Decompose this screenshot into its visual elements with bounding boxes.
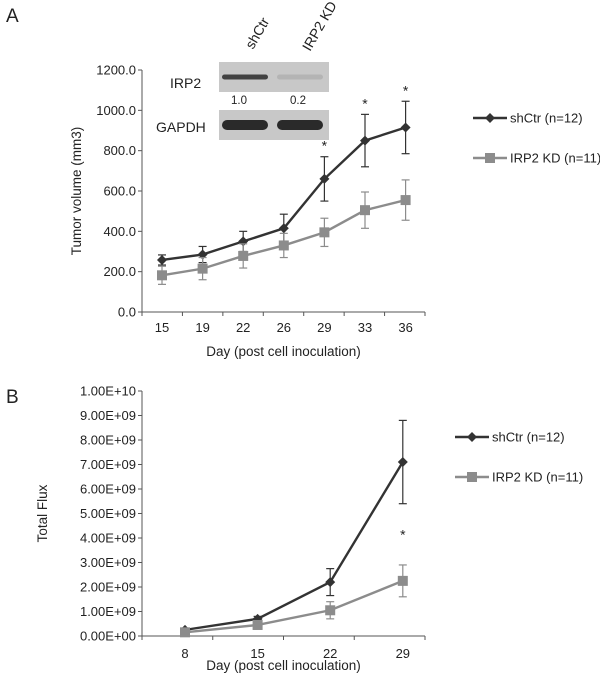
blot-label-irp2: IRP2 [170,75,201,91]
chart-a-y-axis-label: Tumor volume (mm3) [69,127,84,256]
chart-b-axes: 0.00E+00 1.00E+09 2.00E+09 3.00E+09 4.00E+09… [80,384,426,661]
chartA-x-tick-label: 26 [277,320,291,335]
chartB-y-tick-label: 9.00E+09 [80,408,136,423]
significance-star: * [403,82,409,98]
data-point [360,135,370,146]
chartB-x-tick-label: 8 [181,646,188,661]
data-point [400,122,411,133]
chart-b-total-flux: 0.00E+00 1.00E+09 2.00E+09 3.00E+09 4.00E+09… [35,384,583,674]
chartA-y-tick-label: 600.0 [103,184,136,199]
blot-band [277,120,323,130]
chart-a-axes: 0.0 200.0 400.0 600.0 800.0 1000.0 1200.0 15 19 2… [96,63,426,335]
chart-b-series: * [180,419,408,638]
chartB-y-tick-label: 2.00E+09 [80,580,136,595]
chart-a-series: * * * [157,82,411,285]
chartA-x-tick-label: 22 [236,320,250,335]
chartA-x-tick-label: 19 [195,320,209,335]
series-line [184,579,404,634]
chartB-x-tick-label: 29 [396,646,410,661]
chart-a-x-axis-label: Day (post cell inoculation) [206,344,361,359]
chartA-y-tick-label: 200.0 [103,264,136,279]
data-point [252,619,263,630]
panel-a-letter: A [6,6,19,27]
chartA-x-tick-label: 36 [398,320,412,335]
blot-quant-shctr: 1.0 [231,95,247,107]
chartB-y-tick-label: 0.00E+00 [80,629,136,644]
chart-a-legend: shCtr (n=12) IRP2 KD (n=11) [473,111,600,166]
data-point [157,270,167,281]
series-irp2kd [180,564,408,638]
legend-label: shCtr (n=12) [492,430,565,445]
chartB-y-tick-label: 5.00E+09 [80,506,136,521]
blot-band [222,120,268,130]
data-point [319,227,330,238]
significance-star: * [362,95,368,111]
chartB-y-tick-label: 4.00E+09 [80,531,136,546]
panel-b-letter: B [6,387,19,408]
chartB-y-tick-label: 3.00E+09 [80,555,136,570]
legend-label: IRP2 KD (n=11) [510,151,600,166]
chart-a-tumor-volume: 0.0 200.0 400.0 600.0 800.0 1000.0 1200.0 15 19 2… [69,63,600,360]
chartB-y-tick-label: 6.00E+09 [80,482,136,497]
chartA-y-tick-label: 1200.0 [96,63,136,78]
chartA-y-tick-label: 0.0 [118,305,136,320]
chartA-y-tick-label: 800.0 [103,143,136,158]
data-point [278,223,289,234]
significance-star: * [400,526,406,542]
blot-bands [222,74,323,130]
chartA-y-tick-label: 1000.0 [96,103,136,118]
chartA-x-tick-label: 15 [155,320,169,335]
legend-marker [485,153,495,163]
series-line [184,461,404,632]
series-shctr [180,419,408,635]
data-point [360,205,370,216]
blot-label-gapdh: GAPDH [156,119,206,135]
data-point [180,627,190,638]
lane-label-irp2kd: IRP2 KD [299,0,340,54]
blot-band [222,74,268,80]
chart-b-legend: shCtr (n=12) IRP2 KD (n=11) [455,430,583,485]
legend-marker [485,113,495,123]
chartB-y-tick-label: 1.00E+10 [80,384,136,399]
data-point [325,577,336,588]
data-point [397,457,408,468]
western-blot-inset: shCtr IRP2 KD IRP2 GAPDH 1.0 0.2 [156,0,340,140]
chartA-x-tick-label: 29 [317,320,331,335]
data-point [400,195,411,206]
data-point [319,173,330,184]
legend-marker [467,472,477,482]
data-point [397,575,408,586]
lane-label-shctr: shCtr [242,14,273,51]
data-point [325,605,336,616]
chartA-x-tick-label: 33 [358,320,372,335]
blot-quant-irp2kd: 0.2 [290,95,306,107]
chartB-y-tick-label: 1.00E+09 [80,604,136,619]
chartA-y-tick-label: 400.0 [103,224,136,239]
chart-b-x-axis-label: Day (post cell inoculation) [206,658,361,673]
chartB-y-tick-label: 7.00E+09 [80,457,136,472]
chartB-y-tick-label: 8.00E+09 [80,433,136,448]
legend-label: shCtr (n=12) [510,111,583,126]
series-irp2kd [157,179,411,285]
chart-b-y-axis-label: Total Flux [35,484,50,542]
series-shctr [157,100,411,266]
significance-star: * [322,138,328,154]
data-point [238,250,249,261]
chartB-x-tick-label: 15 [250,646,264,661]
data-point [197,263,208,274]
data-point [278,240,289,251]
blot-band [277,74,323,80]
data-point [157,254,167,265]
legend-marker [467,432,477,442]
legend-label: IRP2 KD (n=11) [492,470,583,485]
chartB-x-tick-label: 22 [323,646,337,661]
